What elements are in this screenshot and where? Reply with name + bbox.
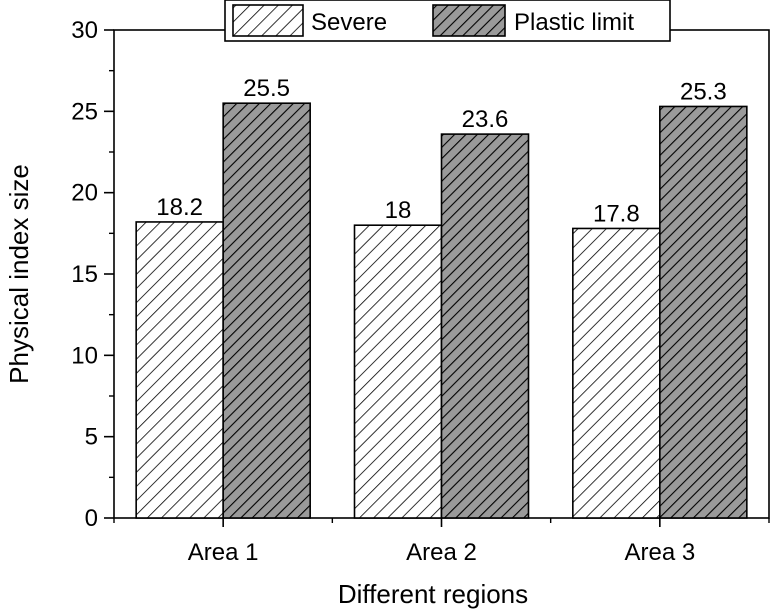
- x-tick-label: Area 3: [624, 539, 695, 566]
- y-tick-label: 0: [85, 505, 98, 532]
- data-label-severe: 17.8: [593, 200, 640, 227]
- bar-plastic-limit: [659, 105, 748, 519]
- data-labels: 18.2 18 17.8 25.5 23.6 25.3: [156, 75, 726, 227]
- x-axis-title: Different regions: [338, 579, 528, 609]
- y-tick-label: 25: [71, 98, 98, 125]
- y-tick-label: 20: [71, 180, 98, 207]
- y-tick-label: 10: [71, 342, 98, 369]
- legend-label-plastic-limit: Plastic limit: [514, 9, 634, 36]
- data-label-plastic-limit: 25.5: [243, 75, 290, 102]
- legend-label-severe: Severe: [311, 9, 387, 36]
- x-tick-label: Area 1: [188, 539, 259, 566]
- y-tick-label: 5: [85, 424, 98, 451]
- x-axis: Area 1 Area 2 Area 3: [113, 518, 770, 566]
- bar-severe: [135, 221, 224, 519]
- legend-swatch-plastic-limit: [432, 4, 506, 37]
- y-axis-title: Physical index size: [4, 164, 34, 384]
- y-axis: 0 5 10 15 20 25 30: [71, 17, 114, 532]
- data-label-plastic-limit: 23.6: [462, 106, 509, 133]
- data-label-severe: 18.2: [156, 194, 203, 221]
- bars: [135, 102, 748, 519]
- bar-plastic-limit: [222, 102, 311, 519]
- data-label-severe: 18: [385, 197, 412, 224]
- bar-severe: [353, 224, 443, 519]
- y-tick-label: 15: [71, 261, 98, 288]
- legend: Severe Plastic limit: [224, 0, 671, 42]
- data-label-plastic-limit: 25.3: [680, 78, 727, 105]
- y-tick-label: 30: [71, 17, 98, 44]
- bar-severe: [572, 227, 661, 519]
- x-tick-label: Area 2: [406, 539, 477, 566]
- legend-swatch-severe: [232, 4, 304, 37]
- bar-plastic-limit: [440, 133, 530, 519]
